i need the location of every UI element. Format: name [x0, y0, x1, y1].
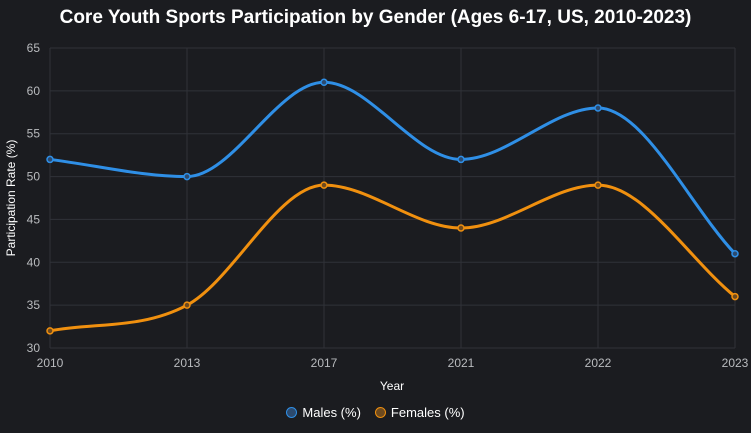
x-tick-label: 2023 [722, 356, 749, 370]
data-point-females[interactable] [320, 181, 328, 189]
data-point-males[interactable] [594, 104, 602, 112]
y-tick-label: 45 [27, 212, 41, 226]
series-lines [46, 78, 739, 335]
legend-swatch-females [374, 407, 386, 418]
y-tick-label: 60 [27, 84, 41, 98]
legend-item-females[interactable]: Females (%) [374, 405, 465, 420]
y-axis-title: Participation Rate (%) [4, 140, 18, 257]
y-tick-label: 35 [27, 298, 41, 312]
data-point-females[interactable] [731, 292, 739, 301]
data-point-females[interactable] [594, 181, 602, 189]
axes: 30 35 40 45 50 55 60 65 2010 2013 2017 2021 2022 2023 [27, 41, 749, 370]
series-line-females [48, 183, 737, 333]
y-tick-label: 65 [27, 41, 41, 55]
x-tick-label: 2010 [37, 356, 64, 370]
legend-label-females: Females (%) [390, 405, 465, 420]
y-tick-label: 30 [27, 341, 41, 355]
x-axis-title: Year [380, 379, 404, 393]
chart-title: Core Youth Sports Participation by Gende… [59, 7, 692, 28]
legend: Males (%) Females (%) [0, 405, 751, 420]
x-tick-label: 2021 [448, 356, 475, 370]
data-point-males[interactable] [183, 172, 191, 181]
legend-swatch-males [286, 407, 298, 418]
y-tick-label: 55 [27, 127, 41, 141]
legend-item-males[interactable]: Males (%) [286, 405, 361, 420]
gridlines [49, 47, 736, 349]
data-point-females[interactable] [457, 224, 465, 232]
y-tick-label: 50 [27, 170, 41, 184]
x-tick-label: 2022 [585, 356, 612, 370]
y-tick-label: 40 [27, 255, 41, 269]
data-point-males[interactable] [457, 155, 465, 164]
data-point-females[interactable] [183, 301, 191, 309]
data-point-males[interactable] [731, 249, 739, 258]
legend-label-males: Males (%) [302, 405, 361, 420]
x-tick-label: 2013 [174, 356, 201, 370]
series-line-males [48, 80, 737, 256]
data-point-females[interactable] [46, 327, 54, 335]
x-tick-label: 2017 [311, 356, 338, 370]
data-point-males[interactable] [320, 78, 328, 87]
data-point-males[interactable] [46, 155, 54, 164]
